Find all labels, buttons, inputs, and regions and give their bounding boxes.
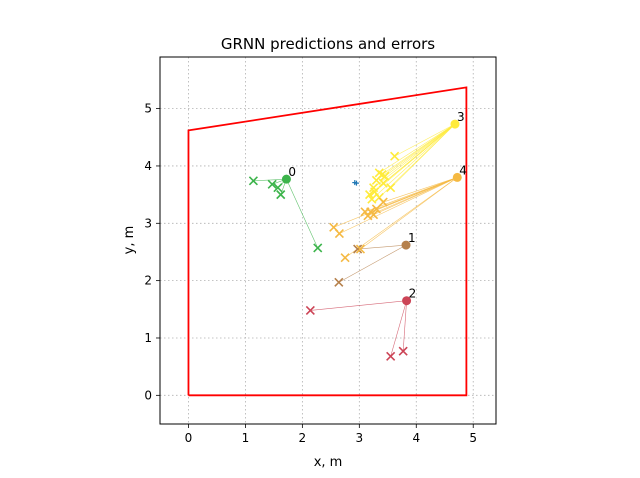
y-tick-label: 4 [144, 159, 152, 173]
error-line [310, 300, 407, 311]
error-line [390, 300, 407, 357]
prediction-point [371, 204, 381, 214]
chart-title: GRNN predictions and errors [221, 35, 435, 53]
y-tick-label: 2 [144, 274, 152, 288]
prediction-point [378, 178, 388, 188]
prediction-point [380, 171, 390, 181]
anchor-point [402, 296, 412, 306]
prediction-point [390, 151, 400, 161]
error-line [344, 177, 458, 258]
prediction-point [305, 305, 315, 316]
anchor-label: 4 [459, 163, 467, 177]
error-line [379, 123, 456, 174]
error-line [383, 177, 458, 203]
y-tick-label: 5 [144, 102, 152, 116]
error-line [357, 244, 407, 250]
error-line [253, 178, 287, 182]
prediction-point [367, 194, 377, 204]
prediction-point [378, 197, 388, 207]
prediction-point [365, 190, 375, 200]
prediction-point [334, 277, 344, 287]
prediction-point [353, 244, 363, 254]
error-line [379, 123, 456, 198]
axes-frame [159, 56, 497, 425]
prediction-point [340, 253, 350, 263]
prediction-point [386, 351, 396, 361]
prediction-point [370, 187, 380, 197]
prediction-point [267, 179, 277, 189]
prediction-point [248, 176, 258, 186]
error-line [373, 123, 456, 188]
error-line [402, 300, 407, 352]
error-line [338, 244, 407, 283]
anchor-label: 1 [408, 231, 416, 245]
error-line [394, 123, 456, 157]
error-line [360, 177, 458, 250]
x-axis-label: x, m [314, 455, 343, 470]
anchor-label: 0 [288, 165, 296, 179]
x-tick-label: 0 [185, 431, 193, 445]
boundary-polygon [187, 86, 468, 397]
x-tick-label: 4 [412, 431, 420, 445]
error-line [367, 177, 458, 217]
prediction-markers [248, 151, 408, 361]
prediction-point [334, 229, 344, 239]
error-line [376, 123, 456, 181]
anchor-label: 3 [457, 110, 465, 124]
error-line [333, 177, 458, 228]
x-tick-label: 1 [242, 431, 250, 445]
prediction-point [313, 243, 323, 253]
x-tick-label: 5 [469, 431, 477, 445]
anchor-point [452, 172, 462, 182]
anchor-markers: 0 1 2 3 4 [281, 110, 467, 306]
prediction-point [386, 183, 396, 193]
y-tick-label: 1 [144, 331, 152, 345]
prediction-point [371, 175, 381, 185]
prediction-point [363, 211, 373, 221]
y-tick-label: 0 [144, 388, 152, 402]
error-line [286, 179, 319, 249]
x-tick-label: 3 [356, 431, 364, 445]
plot-area-border [159, 56, 497, 425]
anchor-point [401, 240, 411, 250]
centre-marker [353, 180, 359, 186]
prediction-point [276, 190, 286, 200]
y-axis-label: y, m [122, 226, 137, 255]
axis-ticks: 0 1 2 3 4 5 0 1 2 3 4 5 [144, 102, 477, 445]
x-tick-label: 2 [299, 431, 307, 445]
error-line [339, 177, 458, 234]
anchor-point [281, 174, 291, 184]
anchor-label: 2 [409, 287, 417, 301]
y-tick-label: 3 [144, 216, 152, 230]
anchor-point [450, 119, 460, 129]
prediction-point [398, 346, 408, 356]
room-boundary [187, 86, 468, 397]
prediction-point [355, 244, 366, 254]
prediction-point [273, 183, 283, 193]
